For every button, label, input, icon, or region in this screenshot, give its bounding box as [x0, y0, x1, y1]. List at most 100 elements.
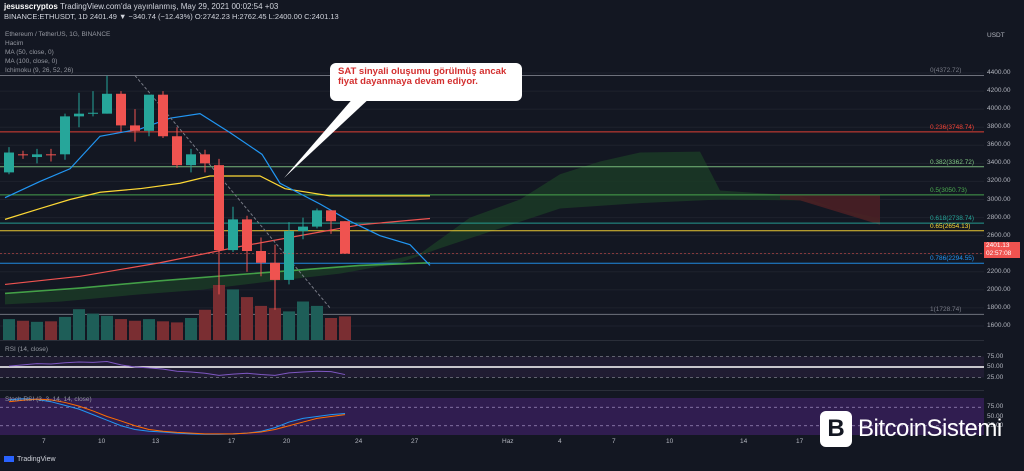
published-line: jesusscryptos TradingView.com'da yayınla… [4, 2, 278, 11]
time-tick-label: 27 [411, 438, 419, 445]
time-tick-label: Haz [502, 438, 514, 445]
rsi-tick-label: 50.00 [987, 363, 1004, 370]
header-bar: jesusscryptos TradingView.com'da yayınla… [0, 0, 1024, 22]
time-tick-label: 24 [355, 438, 363, 445]
volume-bar [311, 305, 323, 340]
stoch-tick-label: 50.00 [987, 412, 1004, 420]
rsi-line [8, 361, 346, 376]
pane-divider [0, 340, 984, 341]
volume-bar [31, 321, 43, 340]
brand-name: BitcoinSistemi [858, 415, 1002, 442]
ohlc-line: BINANCE:ETHUSDT, 1D 2401.49 ▼ −340.74 (−… [4, 12, 339, 21]
legend-ichimoku: Ichimoku (9, 26, 52, 26) [5, 67, 74, 74]
price-tick-label: 4000.00 [987, 105, 1011, 113]
rsi-tick-label: 25.00 [987, 373, 1004, 381]
time-tick-label: 10 [98, 438, 106, 445]
candle-body [46, 154, 56, 156]
price-tick-label: 2800.00 [987, 213, 1011, 221]
current-price: 2401.13 [986, 242, 1010, 249]
bitcoin-logo-icon: B [820, 411, 852, 447]
price-tick-label: 2200.00 [987, 267, 1011, 275]
time-tick-label: 20 [283, 438, 291, 445]
candle-body [32, 154, 42, 158]
current-price-tag: 2401.13 02:57:08 [984, 242, 1020, 258]
fib-label-0.236: 0.236(3748.74) [930, 123, 975, 131]
volume-bar [143, 319, 155, 340]
time-tick-label: 7 [612, 438, 616, 445]
volume-bar [283, 311, 295, 340]
candle-body [130, 125, 140, 131]
stoch-k-line [8, 398, 346, 435]
candle-body [270, 262, 280, 280]
candle-body [326, 210, 336, 222]
volume-bar [45, 321, 57, 340]
volume-bar [185, 318, 197, 340]
fib-label-0: 0(4372.72) [930, 67, 962, 75]
legend-ma100: MA (100, close, 0) [5, 58, 58, 65]
candle-body [74, 113, 84, 117]
candle-body [18, 154, 28, 156]
price-tick-label: 1800.00 [987, 303, 1011, 311]
ma100-line [4, 261, 431, 295]
volume-bar [115, 319, 127, 340]
price-tick-label: 3800.00 [987, 123, 1011, 131]
ma50-line [4, 217, 431, 286]
time-tick-label: 10 [666, 438, 674, 445]
price-tick-label: 3600.00 [987, 141, 1011, 149]
ichimoku-cloud [5, 151, 880, 305]
volume-bar [3, 319, 15, 340]
candle-body [214, 165, 224, 251]
volume-bar [241, 297, 253, 340]
pane-divider [0, 390, 984, 391]
fib-label-0.5: 0.5(3050.73) [930, 186, 967, 194]
candle-body [298, 226, 308, 232]
candle-body [340, 221, 350, 254]
volume-bar [297, 301, 309, 340]
annotation-callout[interactable]: SAT sinyali oluşumu görülmüş ancak fiyat… [330, 63, 522, 101]
fib-label-0.65: 0.65(2654.13) [930, 222, 971, 230]
legend-ma50: MA (50, close, 0) [5, 49, 54, 56]
time-tick-label: 14 [740, 438, 748, 445]
candle-body [186, 154, 196, 166]
legend-rsi: RSI (14, close) [5, 346, 48, 353]
candle-body [172, 136, 182, 166]
candle-body [200, 154, 210, 164]
volume-bar [17, 320, 29, 340]
author-name[interactable]: jesusscryptos [4, 2, 58, 11]
stoch-tick-label: 75.00 [987, 403, 1004, 411]
candle-body [116, 93, 126, 126]
price-tick-label: 2600.00 [987, 231, 1011, 239]
legend-volume: Hacim [5, 40, 24, 47]
tradingview-logo-text: TradingView [17, 456, 56, 463]
rsi-tick-label: 75.00 [987, 352, 1004, 360]
volume-bar [73, 309, 85, 340]
price-axis[interactable]: USDT 4400.00 4200.00 4000.00 3800.00 3600.00… [984, 22, 1024, 442]
tradingview-logo[interactable]: TradingView [4, 456, 56, 463]
price-tick-label: 3200.00 [987, 177, 1011, 185]
volume-bar [325, 318, 337, 340]
candle-body [60, 116, 70, 155]
candle-body [256, 251, 266, 263]
time-tick-label: 17 [796, 438, 804, 445]
candle-body [88, 112, 98, 114]
footer: TradingView [0, 450, 1024, 471]
fib-label-0.786: 0.786(2294.55) [930, 255, 975, 263]
volume-bar [213, 285, 225, 340]
candle-body [144, 94, 154, 131]
candle-body [158, 94, 168, 137]
fib-label-0.618: 0.618(2738.74) [930, 215, 975, 223]
price-tick-label: 3400.00 [987, 159, 1011, 167]
volume-bar [339, 316, 351, 340]
price-axis-currency: USDT [987, 32, 1005, 39]
candle-body [102, 93, 112, 114]
price-tick-label: 3000.00 [987, 195, 1011, 203]
candle-body [242, 219, 252, 252]
legend-stoch: Stoch RSI (3, 3, 14, 14, close) [5, 396, 92, 403]
tenkan-line [4, 113, 431, 266]
time-tick-label: 7 [42, 438, 46, 445]
published-text: TradingView.com'da yayınlanmış, May 29, … [60, 2, 279, 11]
legend-symbol: Ethereum / TetherUS, 1G, BINANCE [5, 31, 111, 38]
time-axis[interactable]: 7 10 13 17 20 24 27 Haz 4 7 10 14 17 [0, 436, 984, 450]
